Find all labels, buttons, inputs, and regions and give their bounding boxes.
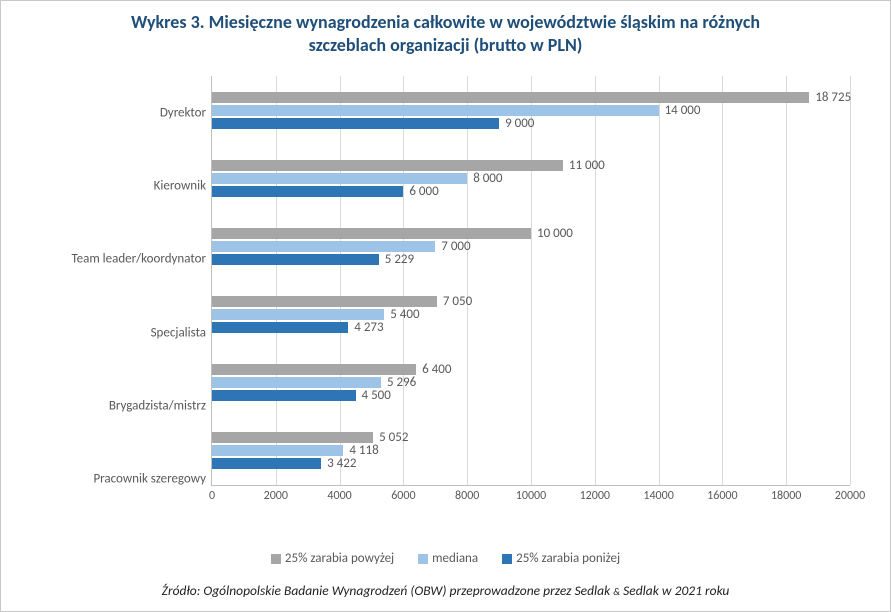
legend: 25% zarabia powyżej mediana 25% zarabia po… bbox=[1, 551, 890, 566]
bar-median bbox=[212, 377, 381, 388]
bar-value-label: 9 000 bbox=[505, 118, 534, 129]
bar-value-label: 5 229 bbox=[385, 254, 414, 265]
bar-value-label: 5 296 bbox=[387, 377, 416, 388]
bar-value-label: 5 400 bbox=[390, 309, 419, 320]
legend-label: 25% zarabia poniżej bbox=[516, 551, 620, 566]
legend-item: 25% zarabia poniżej bbox=[502, 551, 620, 566]
legend-swatch bbox=[271, 554, 281, 564]
bar-value-label: 11 000 bbox=[569, 160, 605, 171]
grid-line bbox=[340, 76, 341, 485]
grid-line bbox=[403, 76, 404, 485]
grid-line bbox=[276, 76, 277, 485]
bar-below bbox=[212, 458, 321, 469]
bar-median bbox=[212, 445, 343, 456]
category-label: Team leader/koordynator bbox=[31, 252, 206, 267]
bar-value-label: 6 400 bbox=[422, 364, 451, 375]
bar-above bbox=[212, 228, 531, 239]
bar-median bbox=[212, 105, 659, 116]
bar-median bbox=[212, 309, 384, 320]
x-tick: 2000 bbox=[264, 489, 288, 503]
legend-label: mediana bbox=[432, 551, 478, 566]
category-label: Specjalista bbox=[31, 325, 206, 340]
grid-line bbox=[722, 76, 723, 485]
x-tick: 14000 bbox=[643, 489, 673, 503]
category-label: Dyrektor bbox=[31, 105, 206, 120]
bar-median bbox=[212, 173, 467, 184]
chart-title: Wykres 3. Miesięczne wynagrodzenia całko… bbox=[1, 1, 890, 62]
title-line-2: szczeblach organizacji (brutto w PLN) bbox=[309, 34, 583, 56]
bar-value-label: 4 500 bbox=[362, 390, 391, 401]
source-caption: Źródło: Ogólnopolskie Badanie Wynagrodze… bbox=[1, 582, 890, 599]
legend-swatch bbox=[418, 554, 428, 564]
source-suffix: Sedlak w 2021 roku bbox=[620, 582, 729, 599]
bar-above bbox=[212, 296, 437, 307]
x-tick: 6000 bbox=[391, 489, 415, 503]
bar-value-label: 18 725 bbox=[815, 92, 851, 103]
bar-value-label: 3 422 bbox=[327, 458, 356, 469]
grid-line bbox=[467, 76, 468, 485]
legend-label: 25% zarabia powyżej bbox=[285, 551, 394, 566]
bar-value-label: 8 000 bbox=[473, 173, 502, 184]
x-tick: 0 bbox=[209, 489, 215, 503]
bar-value-label: 10 000 bbox=[537, 228, 573, 239]
x-tick: 12000 bbox=[580, 489, 610, 503]
source-prefix: Źródło: Ogólnopolskie Badanie Wynagrodze… bbox=[162, 582, 614, 599]
x-tick: 18000 bbox=[771, 489, 801, 503]
bar-value-label: 4 273 bbox=[354, 322, 383, 333]
bar-above bbox=[212, 160, 563, 171]
category-label: Pracownik szeregowy bbox=[31, 472, 206, 487]
grid-line bbox=[786, 76, 787, 485]
bar-below bbox=[212, 118, 499, 129]
legend-item: 25% zarabia powyżej bbox=[271, 551, 394, 566]
bar-value-label: 5 052 bbox=[379, 432, 408, 443]
x-tick: 8000 bbox=[455, 489, 479, 503]
bar-value-label: 7 000 bbox=[441, 241, 470, 252]
plot-area: 0200040006000800010000120001400016000180… bbox=[211, 76, 850, 486]
x-tick: 20000 bbox=[835, 489, 865, 503]
bar-median bbox=[212, 241, 435, 252]
x-tick: 16000 bbox=[707, 489, 737, 503]
bar-below bbox=[212, 390, 356, 401]
chart-area: 0 2000 4000 6000 8000 10000 12000 14000 16000 180… bbox=[31, 76, 860, 516]
bar-below bbox=[212, 322, 348, 333]
bar-value-label: 14 000 bbox=[665, 105, 701, 116]
category-label: Brygadzista/mistrz bbox=[31, 399, 206, 414]
grid-line bbox=[659, 76, 660, 485]
x-tick: 4000 bbox=[327, 489, 351, 503]
bar-below bbox=[212, 186, 403, 197]
x-tick: 10000 bbox=[516, 489, 546, 503]
bar-value-label: 6 000 bbox=[409, 186, 438, 197]
bar-above bbox=[212, 364, 416, 375]
bar-above bbox=[212, 92, 809, 103]
grid-line bbox=[850, 76, 851, 485]
title-line-1: Wykres 3. Miesięczne wynagrodzenia całko… bbox=[131, 11, 760, 33]
legend-swatch bbox=[502, 554, 512, 564]
legend-item: mediana bbox=[418, 551, 478, 566]
grid-line bbox=[595, 76, 596, 485]
category-label: Kierownik bbox=[31, 179, 206, 194]
grid-line bbox=[531, 76, 532, 485]
bar-above bbox=[212, 432, 373, 443]
bar-value-label: 7 050 bbox=[443, 296, 472, 307]
bar-below bbox=[212, 254, 379, 265]
bar-value-label: 4 118 bbox=[349, 445, 378, 456]
